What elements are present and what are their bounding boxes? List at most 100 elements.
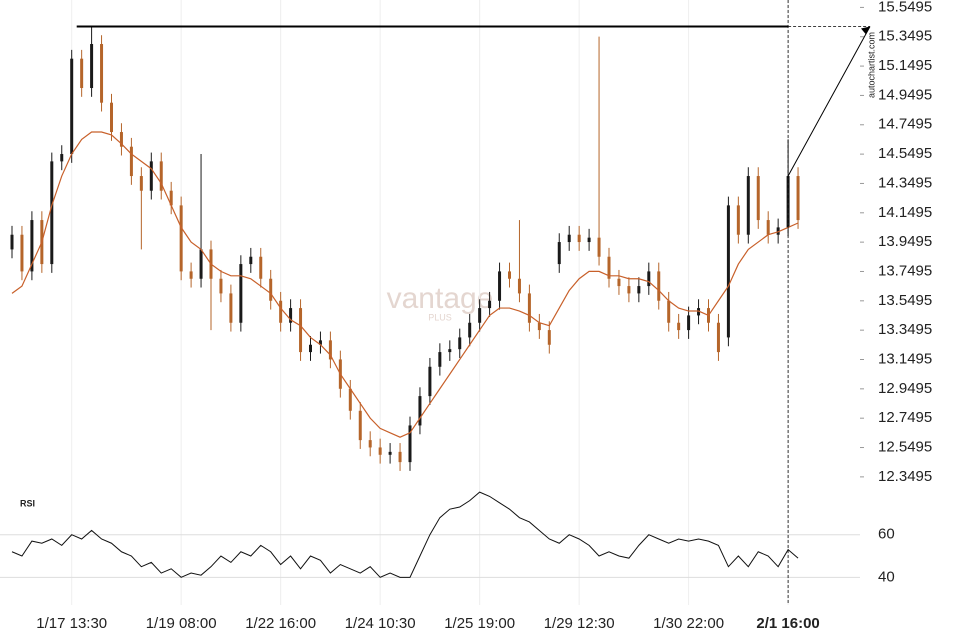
candle-body (309, 344, 312, 353)
rsi-line (11, 491, 799, 578)
candle-body (119, 132, 123, 147)
candle-body (478, 308, 482, 323)
y-tick-label: 14.3495 (878, 174, 932, 191)
candle-body (179, 205, 183, 272)
candle-body (448, 349, 452, 353)
x-tick-label: 1/29 12:30 (544, 615, 615, 632)
candle-body (488, 300, 492, 309)
moving-average (11, 131, 799, 438)
candle-body (557, 242, 561, 265)
candle-body (458, 337, 462, 350)
candle-body (249, 256, 253, 265)
candle-body (657, 271, 661, 301)
candle-body (10, 234, 14, 250)
candle-body (199, 249, 203, 279)
candle-body (239, 264, 243, 323)
candle-body (498, 271, 502, 301)
candle-body (328, 340, 332, 360)
candle-body (438, 352, 442, 367)
candle-body (50, 161, 54, 265)
candle-body (279, 300, 283, 323)
y-tick-label: 15.1495 (878, 57, 932, 74)
candle-body (627, 286, 631, 294)
rsi-title: RSI (20, 498, 35, 508)
x-tick-label: 1/24 10:30 (345, 615, 416, 632)
candle-body (348, 388, 352, 411)
candle-body (647, 271, 651, 287)
candle-body (149, 161, 153, 191)
y-tick-label: 60 (878, 526, 895, 543)
y-tick-label: 13.7495 (878, 262, 932, 279)
candle-body (597, 237, 601, 257)
y-tick-label: 13.1495 (878, 350, 932, 367)
x-tick-label: 1/25 19:00 (444, 615, 515, 632)
y-tick-label: 14.9495 (878, 86, 932, 103)
y-tick-label: 14.5495 (878, 145, 932, 162)
candle-body (468, 322, 472, 338)
candle-body (567, 234, 571, 243)
candle-body (100, 44, 104, 103)
candle-body (289, 308, 293, 323)
candle-body (577, 234, 581, 243)
candle-body (259, 256, 263, 279)
candle-body (30, 220, 34, 272)
candle-body (667, 300, 671, 323)
candle-body (746, 176, 750, 235)
candle-body (139, 176, 143, 191)
candle-body (299, 308, 303, 353)
candle-body (398, 451, 402, 463)
candle-body (408, 425, 412, 463)
x-tick-label: 2/1 16:00 (756, 615, 819, 632)
forecast-arrow (787, 26, 871, 177)
candle-body (169, 190, 173, 206)
candle-body (736, 205, 740, 235)
candle-body (697, 308, 701, 316)
candle-body (159, 161, 163, 191)
y-tick-label: 12.5495 (878, 438, 932, 455)
candle-body (229, 293, 233, 323)
candle-body (766, 220, 770, 235)
candle-body (726, 205, 730, 338)
watermark: vantage (387, 282, 494, 315)
candle-body (318, 340, 322, 345)
candle-body (796, 176, 800, 221)
candle-body (617, 278, 621, 287)
candle-body (428, 366, 432, 397)
candle-body (547, 330, 551, 345)
candle-body (776, 227, 780, 235)
candle-body (607, 256, 611, 279)
candle-body (110, 102, 113, 133)
candle-body (687, 315, 691, 331)
y-tick-label: 13.5495 (878, 292, 932, 309)
candle-body (20, 234, 24, 272)
y-tick-label: 12.3495 (878, 468, 932, 485)
candle-body (637, 286, 641, 294)
candle-body (388, 451, 392, 455)
candle-body (80, 58, 84, 89)
y-tick-label: 15.5495 (878, 0, 932, 15)
source: autochartist.com (866, 32, 876, 98)
watermark-sub: PLUS (428, 312, 452, 322)
y-tick-label: 13.3495 (878, 321, 932, 338)
y-tick-label: 13.9495 (878, 233, 932, 250)
y-tick-label: 15.3495 (878, 28, 932, 45)
y-tick-label: 12.7495 (878, 409, 932, 426)
y-tick-label: 14.1495 (878, 204, 932, 221)
candle-body (716, 322, 720, 353)
candle-body (418, 396, 422, 426)
candle-body (189, 271, 193, 279)
candle-body (587, 237, 591, 243)
candle-body (90, 44, 94, 89)
x-tick-label: 1/17 13:30 (36, 615, 107, 632)
candle-body (129, 146, 133, 177)
x-tick-label: 1/19 08:00 (146, 615, 217, 632)
candle-body (508, 271, 511, 279)
candle-body (677, 322, 681, 331)
arrow-head (861, 26, 870, 35)
candle-body (368, 440, 372, 448)
candle-body (537, 322, 541, 331)
candle-body (60, 154, 64, 162)
candle-body (269, 278, 273, 301)
candle-body (517, 278, 521, 294)
